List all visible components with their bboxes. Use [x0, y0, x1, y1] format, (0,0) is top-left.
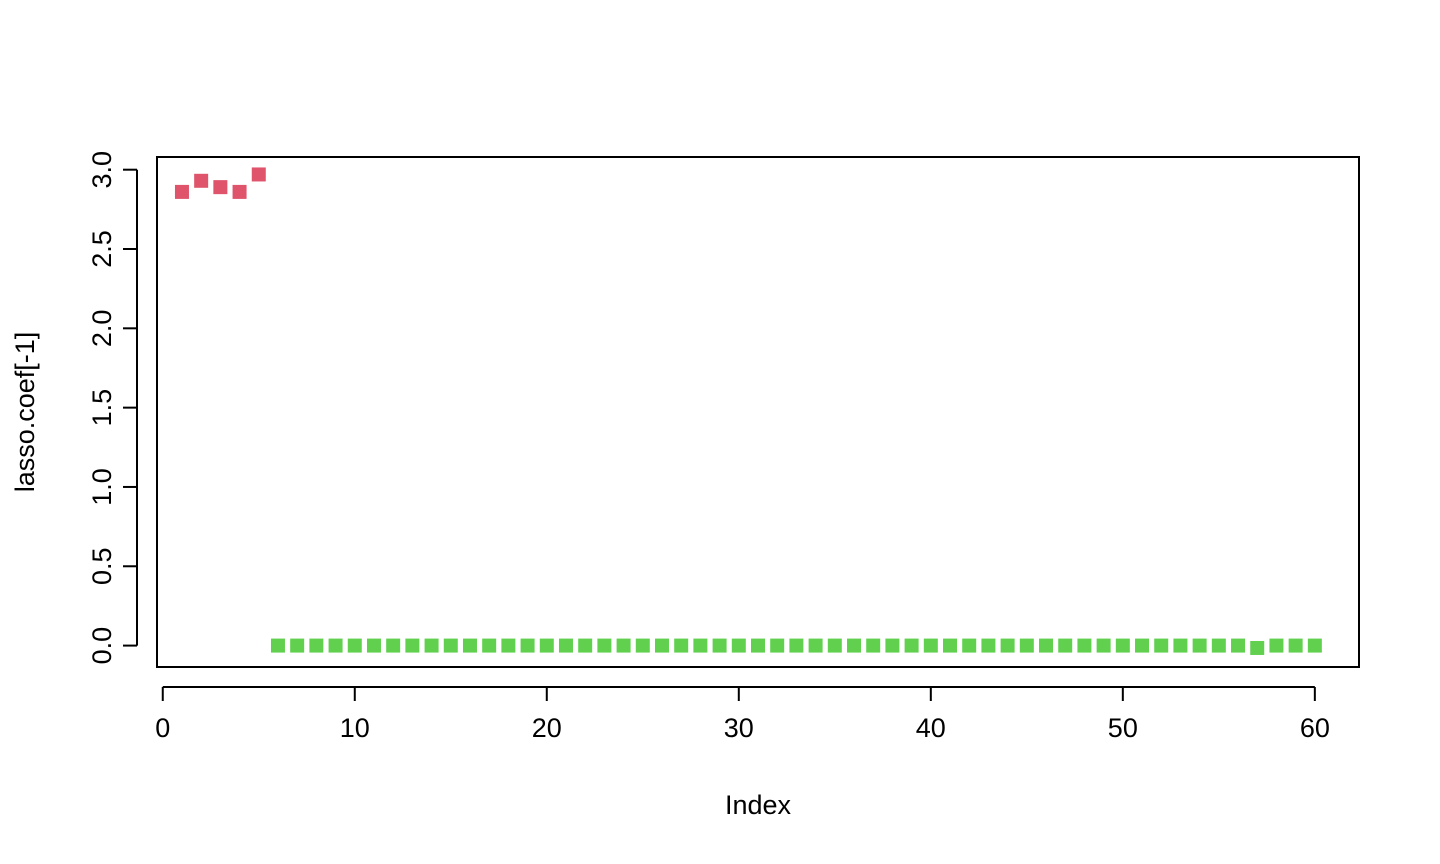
data-point — [1135, 638, 1150, 653]
data-point — [1000, 638, 1015, 653]
data-point — [386, 638, 401, 653]
data-point — [789, 638, 804, 653]
plot-frame — [156, 156, 1360, 668]
data-point — [827, 638, 842, 653]
data-point — [482, 638, 497, 653]
data-point — [731, 638, 746, 653]
data-point — [539, 638, 554, 653]
data-point — [923, 638, 938, 653]
y-tick-label: 0.5 — [87, 547, 117, 585]
y-axis: 0.0 0.5 1.0 1.5 2.0 2.5 3.0 — [87, 151, 138, 665]
data-point — [213, 180, 228, 195]
data-point — [943, 638, 958, 653]
y-tick-label: 1.0 — [87, 468, 117, 506]
data-point — [1077, 638, 1092, 653]
data-point — [251, 167, 266, 182]
data-point — [1269, 638, 1284, 653]
x-tick-label: 10 — [340, 713, 370, 743]
data-point — [847, 638, 862, 653]
data-points — [174, 167, 1322, 655]
data-point — [616, 638, 631, 653]
data-point — [1058, 638, 1073, 653]
x-tick-label: 0 — [155, 713, 170, 743]
data-point — [1019, 638, 1034, 653]
y-tick-label: 0.0 — [87, 627, 117, 665]
data-point — [866, 638, 881, 653]
x-tick-label: 60 — [1300, 713, 1330, 743]
data-point — [328, 638, 343, 653]
data-point — [635, 638, 650, 653]
data-point — [1115, 638, 1130, 653]
data-point — [462, 638, 477, 653]
data-point — [366, 638, 381, 653]
data-point — [443, 638, 458, 653]
x-tick-label: 20 — [532, 713, 562, 743]
data-point — [1039, 638, 1054, 653]
data-point — [232, 184, 247, 199]
data-point — [1192, 638, 1207, 653]
data-point — [309, 638, 324, 653]
data-point — [424, 638, 439, 653]
data-point — [674, 638, 689, 653]
data-point — [1231, 638, 1246, 653]
data-point — [1173, 638, 1188, 653]
data-point — [654, 638, 669, 653]
y-axis-label: lasso.coef[-1] — [10, 332, 40, 493]
data-point — [270, 638, 285, 653]
x-axis: 0 10 20 30 40 50 60 — [155, 686, 1330, 743]
data-point — [1211, 638, 1226, 653]
data-point — [1307, 638, 1322, 653]
data-point — [808, 638, 823, 653]
x-tick-label: 30 — [724, 713, 754, 743]
data-point — [174, 184, 189, 199]
data-point — [597, 638, 612, 653]
data-point — [501, 638, 516, 653]
data-point — [751, 638, 765, 653]
y-tick-label: 2.5 — [87, 230, 117, 268]
data-point — [194, 173, 209, 188]
data-point — [578, 638, 593, 653]
data-point — [1096, 638, 1111, 653]
data-point — [1154, 638, 1169, 653]
data-point — [1288, 638, 1303, 653]
data-point — [904, 638, 919, 653]
x-axis-label: Index — [725, 790, 792, 820]
data-point — [347, 638, 362, 653]
x-tick-label: 40 — [916, 713, 946, 743]
data-point — [290, 638, 305, 653]
y-tick-label: 1.5 — [87, 389, 117, 427]
data-point — [981, 638, 996, 653]
data-point — [405, 638, 420, 653]
data-point — [520, 638, 535, 653]
data-point — [885, 638, 900, 653]
data-point — [962, 638, 977, 653]
data-point — [770, 638, 785, 653]
x-tick-label: 50 — [1108, 713, 1138, 743]
data-point — [693, 638, 708, 653]
data-point — [1250, 640, 1265, 655]
data-point — [558, 638, 573, 653]
y-tick-label: 2.0 — [87, 310, 117, 348]
y-tick-label: 3.0 — [87, 151, 117, 189]
data-point — [712, 638, 727, 653]
